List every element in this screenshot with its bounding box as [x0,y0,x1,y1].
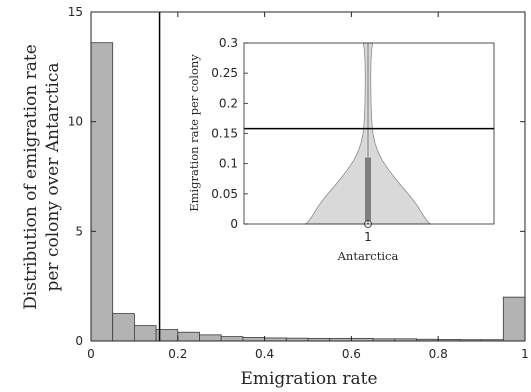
inset-x-axis-ticks: 1 [364,220,372,244]
inset-y-tick-label: 0.05 [211,187,238,201]
y-tick-label: 5 [75,224,83,238]
x-tick-label: 0.6 [342,347,361,361]
inset-y-tick-label: 0.25 [211,66,238,80]
x-tick-label: 0.4 [255,347,274,361]
violin-iqr-box [365,157,371,224]
histogram-bar [502,296,526,342]
x-tick-label: 1 [521,347,529,361]
inset-y-axis-title: Emigration rate per colony [187,54,201,212]
inset-y-tick-label: 0.1 [219,157,238,171]
x-tick-label: 0 [87,347,95,361]
x-axis-title: Emigration rate [240,369,377,389]
x-axis-ticks: 0 0.2 0.4 0.6 0.8 1 [87,12,529,361]
histogram-bar [112,313,135,342]
y-tick-label: 10 [68,115,83,129]
y-axis-title-line2: per colony over Antarctica [43,62,63,291]
violin-inset: 0 0.05 0.1 0.15 0.2 0.25 0.3 1 Antarctica Emig… [187,36,495,263]
y-axis-title-line1: Distribution of emigration rate [21,44,41,310]
inset-y-axis-ticks: 0 0.05 0.1 0.15 0.2 0.25 0.3 [211,36,248,231]
inset-y-tick-label: 0.3 [219,36,238,50]
histogram-bar [242,337,265,342]
y-tick-label: 0 [75,334,83,348]
histogram-bar [177,331,200,342]
inset-y-tick-label: 0.15 [211,127,238,141]
histogram-bar [199,334,222,342]
x-tick-label: 0.2 [168,347,187,361]
histogram-bar [220,336,244,342]
inset-x-axis-title: Antarctica [337,249,399,263]
y-tick-label: 15 [68,5,83,19]
x-tick-label: 0.8 [429,347,448,361]
plot-frame [90,11,526,342]
inset-y-tick-label: 0.2 [219,96,238,110]
histogram-bar [90,42,114,342]
histogram-bar [133,325,157,342]
inset-x-tick-label: 1 [364,230,372,244]
inset-y-tick-label: 0 [230,217,238,231]
